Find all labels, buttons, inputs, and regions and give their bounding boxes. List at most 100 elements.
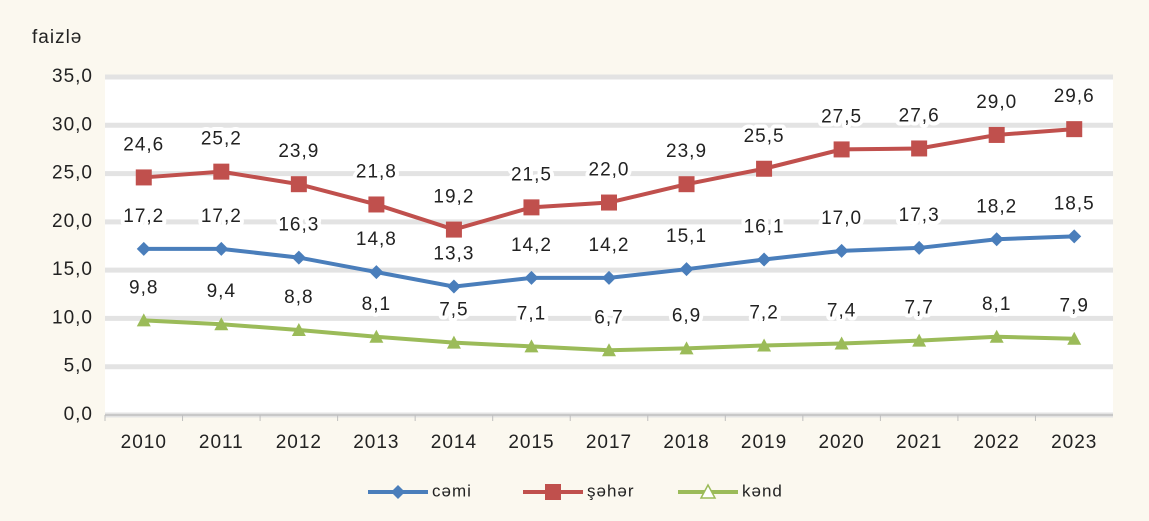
- data-point: [678, 176, 695, 193]
- data-point: [1067, 229, 1082, 244]
- data-point: [988, 126, 1005, 143]
- x-tick-label: 2011: [199, 432, 244, 453]
- legend-label: kənd: [742, 481, 783, 500]
- x-tick-label: 2022: [974, 432, 1020, 453]
- data-label: 21,8: [356, 161, 397, 182]
- data-point: [757, 338, 772, 352]
- data-point: [601, 194, 617, 211]
- data-label: 22,0: [589, 160, 630, 181]
- data-point: [135, 169, 152, 186]
- data-point: [833, 141, 850, 158]
- x-tick-label: 2013: [353, 432, 399, 453]
- data-point: [989, 329, 1004, 343]
- data-label: 16,3: [278, 215, 319, 236]
- data-point: [369, 265, 384, 280]
- data-label: 7,2: [749, 302, 778, 323]
- data-point: [679, 262, 694, 277]
- legend-marker: [699, 483, 717, 499]
- data-label: 23,9: [666, 141, 707, 162]
- data-label: 29,6: [1054, 86, 1095, 107]
- data-label: 7,4: [827, 301, 856, 322]
- x-tick-label: 2012: [276, 432, 322, 453]
- data-point: [290, 176, 307, 193]
- data-label: 23,9: [278, 141, 319, 162]
- data-point: [1067, 331, 1082, 345]
- data-point: [291, 250, 306, 265]
- data-point: [989, 232, 1004, 247]
- x-tick-label: 2023: [1051, 432, 1097, 453]
- data-label: 17,3: [899, 205, 940, 226]
- data-label: 9,8: [129, 277, 158, 298]
- data-label: 14,2: [511, 235, 552, 256]
- data-point: [136, 241, 151, 256]
- data-label: 19,2: [433, 187, 474, 208]
- data-label: 9,4: [207, 281, 236, 302]
- data-point: [834, 336, 849, 350]
- data-label: 25,5: [744, 126, 785, 147]
- data-label: 18,2: [976, 196, 1017, 217]
- data-label: 24,6: [123, 134, 164, 155]
- data-point: [369, 329, 384, 343]
- y-tick-label: 0,0: [64, 404, 93, 425]
- y-tick-label: 15,0: [52, 259, 93, 280]
- data-point: [213, 163, 230, 180]
- data-label: 8,1: [982, 294, 1011, 315]
- data-label: 17,2: [201, 206, 242, 227]
- data-point: [602, 343, 616, 357]
- x-tick-label: 2021: [896, 432, 942, 453]
- y-tick-label: 35,0: [52, 66, 93, 87]
- x-tick-label: 2010: [121, 432, 167, 453]
- data-label: 7,5: [439, 300, 468, 321]
- x-tick-label: 2015: [508, 432, 554, 453]
- data-label: 7,1: [517, 303, 546, 324]
- y-tick-label: 5,0: [64, 356, 93, 377]
- x-tick-label: 2019: [741, 432, 787, 453]
- data-label: 7,9: [1060, 296, 1089, 317]
- data-label: 17,2: [123, 206, 164, 227]
- data-label: 6,9: [672, 305, 701, 326]
- data-label: 29,0: [976, 92, 1017, 113]
- data-label: 18,5: [1054, 193, 1095, 214]
- x-tick-label: 2020: [818, 432, 864, 453]
- data-label: 17,0: [821, 208, 862, 229]
- legend-marker: [545, 484, 561, 500]
- data-point: [911, 140, 928, 157]
- data-point: [602, 270, 616, 285]
- data-point: [446, 279, 461, 294]
- y-tick-label: 10,0: [52, 307, 93, 328]
- y-axis-label: faizlə: [32, 27, 82, 48]
- data-label: 25,2: [201, 129, 242, 150]
- data-label: 16,1: [744, 217, 785, 238]
- x-tick-label: 2014: [431, 432, 477, 453]
- data-label: 8,8: [284, 287, 313, 308]
- data-point: [912, 333, 927, 347]
- data-point: [524, 270, 539, 285]
- y-tick-label: 25,0: [52, 163, 93, 184]
- data-point: [214, 317, 229, 331]
- y-tick-label: 30,0: [52, 114, 93, 135]
- data-point: [446, 335, 461, 349]
- legend-label: şəhər: [587, 481, 635, 500]
- data-point: [523, 199, 540, 216]
- data-label: 15,1: [666, 226, 707, 247]
- data-label: 6,7: [594, 307, 623, 328]
- data-label: 27,6: [899, 105, 940, 126]
- data-label: 14,8: [356, 229, 397, 250]
- data-label: 14,2: [589, 235, 630, 256]
- data-point: [757, 252, 772, 267]
- data-label: 7,7: [904, 298, 933, 319]
- x-tick-label: 2018: [663, 432, 709, 453]
- data-point: [834, 243, 849, 258]
- data-point: [136, 313, 151, 327]
- data-point: [756, 160, 773, 177]
- data-point: [214, 241, 229, 256]
- y-tick-label: 20,0: [52, 211, 93, 232]
- legend-marker: [391, 485, 405, 499]
- data-label: 27,5: [821, 106, 862, 127]
- data-point: [368, 196, 385, 213]
- data-point: [1066, 121, 1083, 138]
- data-point: [445, 221, 462, 238]
- data-point: [912, 240, 927, 255]
